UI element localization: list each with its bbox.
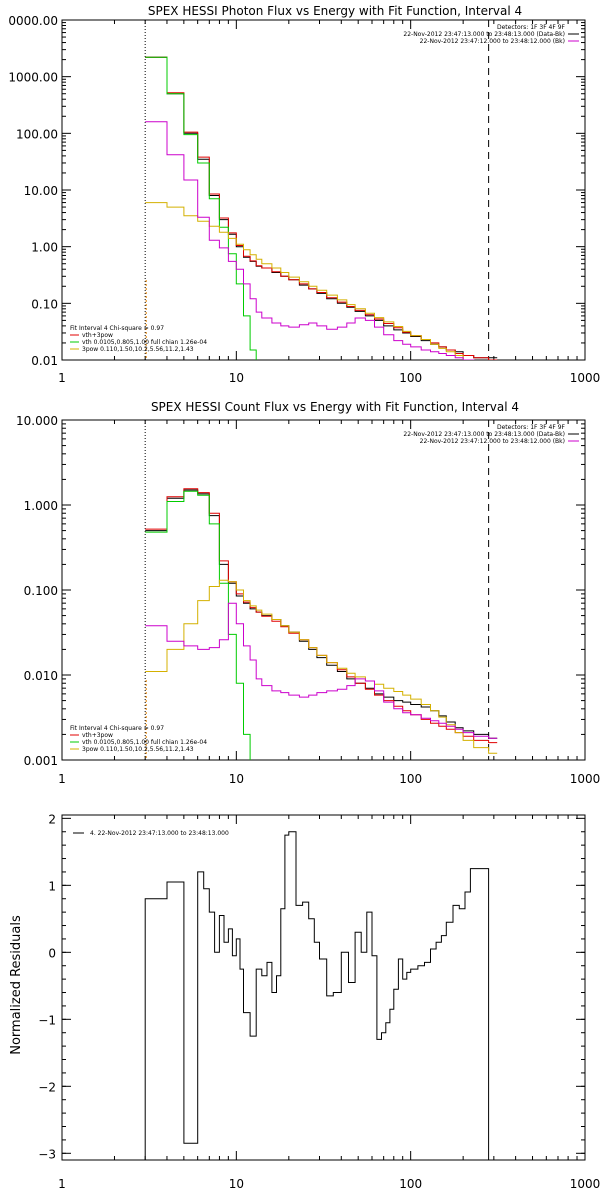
y-tick-label: 0.100 — [24, 584, 58, 598]
info-line: 22-Nov-2012 23:47:13.000 to 23:48:13.000… — [403, 31, 565, 38]
y-tick-label: 1.00 — [31, 241, 58, 255]
chart-title: SPEX HESSI Photon Flux vs Energy with Fi… — [148, 4, 522, 18]
x-tick-label: 1 — [58, 371, 66, 385]
y-tick-label: 1000.00 — [8, 71, 58, 85]
spectrum-series-line — [145, 202, 475, 360]
residual-series-line — [144, 831, 490, 1160]
y-axis-label: Normalized Residuals — [9, 915, 24, 1055]
spectrum-series-line — [145, 121, 475, 360]
legend-entry: vth 0.0105,0.805,1.00 full chian 1.26e-0… — [82, 339, 207, 346]
x-tick-label: 10 — [229, 371, 244, 385]
y-tick-label: 0000.00 — [8, 14, 58, 28]
y-tick-label: −2 — [38, 1080, 56, 1094]
y-tick-label: 100.00 — [16, 127, 58, 141]
x-tick-label: 1000 — [570, 1177, 600, 1191]
x-tick-label: 100 — [399, 371, 422, 385]
y-tick-label: 0.01 — [31, 354, 58, 368]
info-line: 22-Nov-2012 23:47:12.000 to 23:48:12.000… — [420, 438, 565, 445]
x-tick-label: 10 — [229, 1177, 244, 1191]
spectrum-series-line — [145, 579, 498, 754]
legend-entry: 3pow 0.110,1.50,10.2,5.56,11.2,1.43 — [82, 746, 194, 753]
info-line: Detectors: 1F 3F 4F 9F — [497, 24, 566, 31]
x-tick-label: 10 — [229, 772, 244, 786]
x-tick-label: 1 — [58, 772, 66, 786]
y-tick-label: 10.00 — [24, 184, 58, 198]
y-tick-label: 1 — [48, 879, 56, 893]
plot-frame — [61, 814, 586, 1161]
y-tick-label: 0.010 — [24, 669, 58, 683]
info-line: 22-Nov-2012 23:47:13.000 to 23:48:13.000… — [403, 431, 565, 438]
y-tick-label: −1 — [38, 1013, 56, 1027]
x-tick-label: 100 — [399, 772, 422, 786]
x-tick-label: 1000 — [570, 772, 600, 786]
count-flux-chart: SPEX HESSI Count Flux vs Energy with Fit… — [16, 400, 600, 786]
y-tick-label: 2 — [48, 812, 56, 826]
spectrum-series-line — [145, 602, 498, 739]
y-tick-label: −3 — [38, 1147, 56, 1161]
series-group — [144, 420, 498, 760]
plot-frame — [61, 19, 586, 361]
info-line: Detectors: 1F 3F 4F 9F — [497, 424, 566, 431]
info-line: 22-Nov-2012 23:47:12.000 to 23:48:12.000… — [420, 38, 565, 45]
legend-entry: 4. 22-Nov-2012 23:47:13.000 to 23:48:13.… — [90, 830, 229, 837]
legend-entry: vth+3pow — [82, 732, 113, 739]
legend-entry: vth+3pow — [82, 332, 113, 339]
plot-frame — [61, 419, 586, 761]
x-tick-label: 1000 — [570, 371, 600, 385]
series-group — [144, 831, 490, 1160]
y-tick-label: 0.001 — [24, 754, 58, 768]
x-tick-label: 100 — [399, 1177, 422, 1191]
y-tick-label: 10.000 — [16, 414, 58, 428]
y-tick-label: 1.000 — [24, 499, 58, 513]
residuals-chart: Normalized Residuals 4. 22-Nov-2012 23:4… — [9, 812, 600, 1191]
chart-title: SPEX HESSI Count Flux vs Energy with Fit… — [151, 400, 519, 414]
fit-label: Fit Interval 4 Chi-square = 0.97 — [70, 325, 164, 332]
x-tick-label: 1 — [58, 1177, 66, 1191]
y-tick-label: 0 — [48, 946, 56, 960]
series-group — [144, 20, 498, 360]
spectrum-series-line — [145, 56, 257, 360]
y-tick-label: 0.10 — [31, 297, 58, 311]
fit-label: Fit Interval 4 Chi-square = 0.97 — [70, 725, 164, 732]
legend-entry: vth 0.0105,0.805,1.00 full chian 1.26e-0… — [82, 739, 207, 746]
legend-entry: 3pow 0.110,1.50,10.2,5.56,11.2,1.43 — [82, 346, 194, 353]
photon-flux-chart: SPEX HESSI Photon Flux vs Energy with Fi… — [8, 4, 600, 385]
